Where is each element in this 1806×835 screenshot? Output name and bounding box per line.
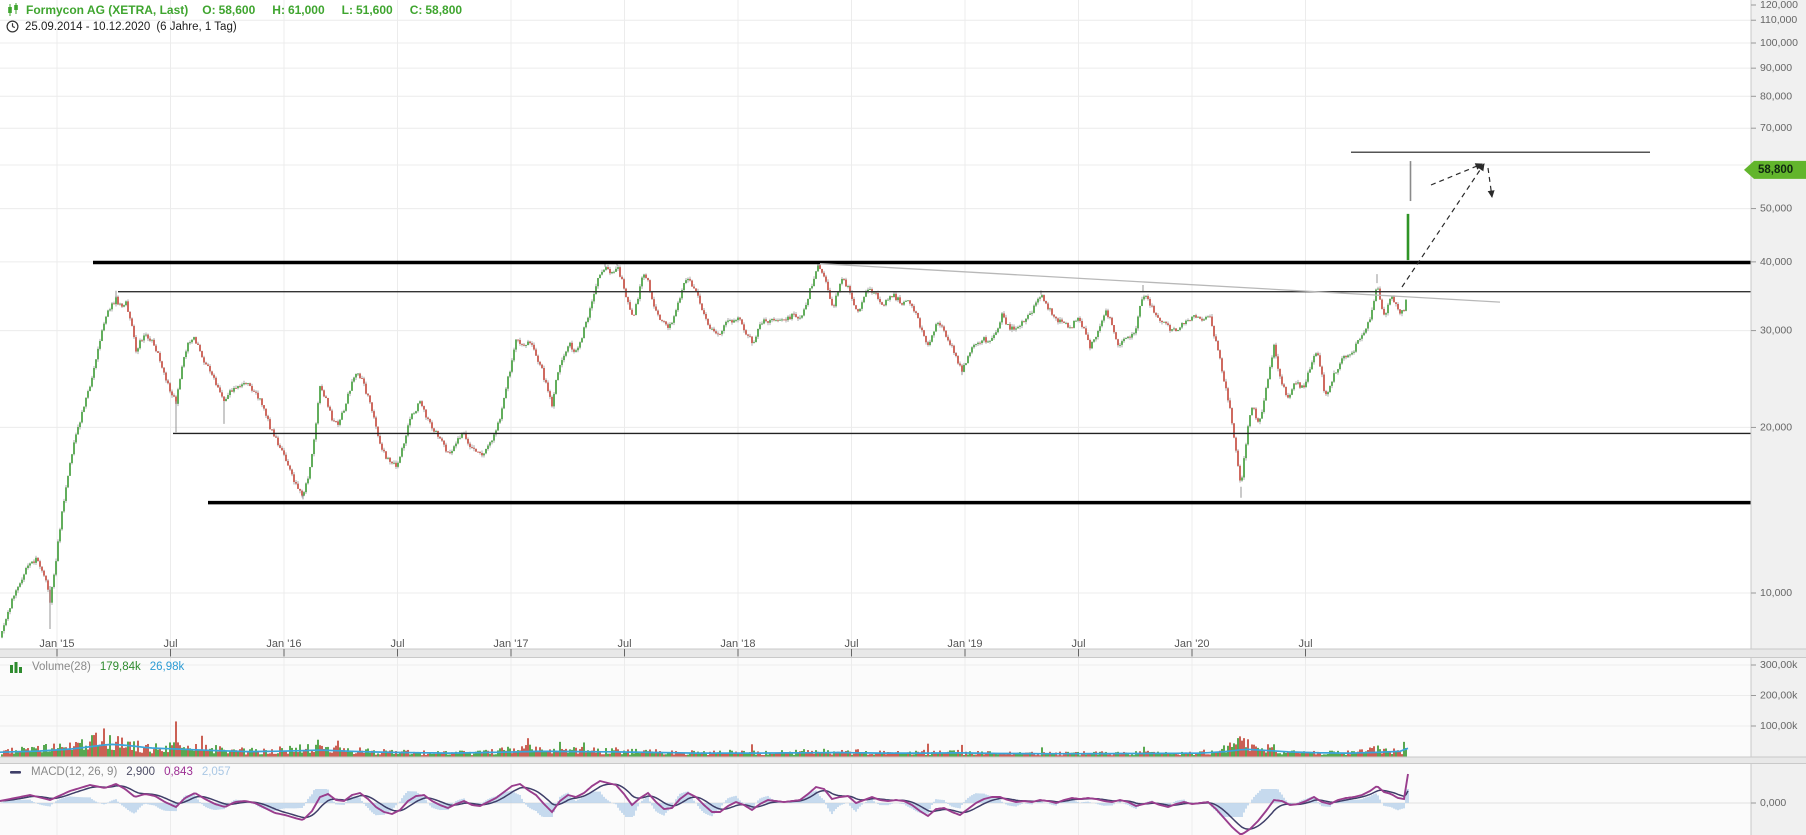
svg-text:Jan '15: Jan '15 [39, 638, 74, 650]
volume-indicator-name: Volume(28) [32, 661, 91, 673]
volume-legend[interactable]: Volume(28) 179,84k 26,98k [10, 661, 184, 673]
svg-text:200,00k: 200,00k [1760, 690, 1798, 702]
ohlc-close: C: 58,800 [409, 3, 463, 17]
svg-text:100,000: 100,000 [1760, 37, 1798, 49]
svg-text:50,000: 50,000 [1760, 203, 1792, 215]
date-range-row: 25.09.2014 - 10.12.2020 (6 Jahre, 1 Tag) [6, 20, 465, 33]
pane-separators [0, 648, 1806, 764]
grid-layer [0, 0, 1751, 835]
svg-text:Jul: Jul [163, 638, 177, 650]
svg-text:Jul: Jul [1298, 638, 1312, 650]
svg-text:40,000: 40,000 [1760, 256, 1792, 268]
projection-arrow [1430, 163, 1483, 186]
svg-text:0,000: 0,000 [1760, 797, 1786, 809]
projection-arrow [1401, 163, 1485, 288]
descending-trendline [819, 263, 1501, 303]
clock-icon [6, 20, 19, 33]
macd-legend[interactable]: MACD(12, 26, 9) 2,900 0,843 2,057 [10, 766, 231, 778]
bottom-time-axis[interactable]: Jan '15 Jul Jan '16 Jul Jan '17 Jul Jan '18 Jul… [39, 638, 1313, 657]
svg-text:Jul: Jul [390, 638, 404, 650]
macd-value: 2,900 [126, 766, 156, 778]
svg-text:120,000: 120,000 [1760, 0, 1798, 11]
instrument-header: Formycon AG (XETRA, Last) O: 58,600 H: 61,… [6, 3, 465, 33]
ohlc-high: H: 61,000 [272, 3, 325, 17]
svg-text:Jul: Jul [1071, 638, 1085, 650]
last-big-green-candle [1406, 213, 1410, 261]
svg-text:Jan '18: Jan '18 [720, 638, 755, 650]
svg-text:20,000: 20,000 [1760, 421, 1792, 433]
macd-main-line [0, 773, 1409, 835]
projection-arrow [1487, 167, 1495, 198]
svg-text:Jul: Jul [617, 638, 631, 650]
instrument-title-row: Formycon AG (XETRA, Last) O: 58,600 H: 61,… [6, 3, 465, 17]
instrument-title: Formycon AG (XETRA, Last) [26, 3, 189, 17]
svg-text:90,000: 90,000 [1760, 62, 1792, 74]
volume-pane[interactable] [0, 721, 1409, 757]
svg-text:10,000: 10,000 [1760, 587, 1792, 599]
right-price-axis[interactable] [1750, 0, 1806, 835]
ohlc-open: O: 58,600 [202, 3, 256, 17]
macd-indicator-name: MACD(12, 26, 9) [31, 766, 118, 778]
volume-bars-icon [10, 662, 22, 673]
last-price-badge: 58,800 [1744, 160, 1806, 179]
date-range: 25.09.2014 - 10.12.2020 [25, 20, 151, 33]
interval-label: (6 Jahre, 1 Tag) [156, 20, 237, 33]
svg-text:110,000: 110,000 [1760, 14, 1797, 26]
svg-text:80,000: 80,000 [1760, 90, 1792, 102]
pane-backgrounds [0, 657, 1806, 835]
svg-text:300,00k: 300,00k [1760, 659, 1798, 671]
ohlc-low: L: 51,600 [341, 3, 393, 17]
price-pane[interactable] [1, 161, 1412, 639]
svg-text:100,00k: 100,00k [1760, 720, 1798, 732]
macd-pane[interactable] [0, 773, 1409, 835]
svg-text:70,000: 70,000 [1760, 122, 1792, 134]
svg-text:Jan '16: Jan '16 [266, 638, 301, 650]
svg-text:Jul: Jul [844, 638, 858, 650]
macd-hist-value: 2,057 [201, 766, 231, 778]
candlestick-icon [8, 3, 18, 16]
svg-text:58,800: 58,800 [1758, 164, 1793, 176]
volume-ma-value: 26,98k [149, 661, 185, 673]
axis-labels: 120,000110,000100,00090,00080,00070,0006… [1751, 0, 1798, 809]
macd-line-icon [10, 771, 21, 774]
macd-signal-value: 0,843 [164, 766, 193, 778]
annotation-lines[interactable] [93, 151, 1751, 505]
svg-text:Jan '19: Jan '19 [947, 638, 982, 650]
svg-text:30,000: 30,000 [1760, 325, 1792, 337]
volume-value: 179,84k [99, 661, 141, 673]
volume-ma-line [0, 743, 1409, 755]
svg-text:Jan '20: Jan '20 [1174, 638, 1209, 650]
svg-text:Jan '17: Jan '17 [493, 638, 528, 650]
